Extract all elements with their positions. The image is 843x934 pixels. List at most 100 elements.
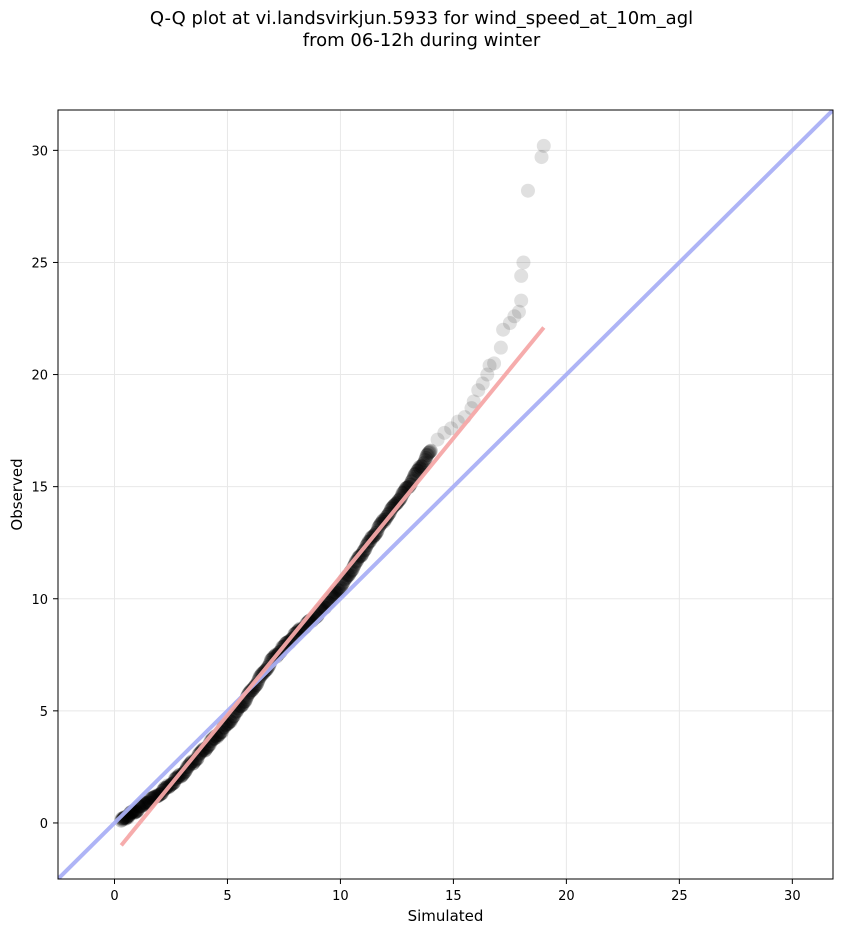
y-tick-label: 30 [31, 144, 48, 159]
x-tick-label: 20 [558, 889, 575, 904]
data-point [355, 547, 370, 562]
data-point [353, 549, 368, 564]
x-tick-label: 0 [110, 889, 118, 904]
data-point [333, 581, 348, 596]
data-point [520, 183, 535, 198]
data-point [444, 421, 459, 436]
chart-title: Q-Q plot at vi.landsvirkjun.5933 for win… [0, 8, 843, 52]
y-tick-label: 0 [40, 817, 48, 832]
data-point [134, 798, 149, 813]
data-point [392, 493, 407, 508]
x-tick-label: 10 [332, 889, 349, 904]
data-point [493, 340, 508, 355]
y-tick-label: 15 [31, 481, 48, 496]
data-point [414, 459, 429, 474]
data-point [178, 764, 193, 779]
data-point [176, 765, 191, 780]
data-point [471, 383, 486, 398]
fit-line [119, 326, 546, 847]
data-point [130, 804, 145, 819]
x-tick-label: 30 [784, 889, 801, 904]
data-point [418, 450, 433, 465]
data-point [420, 447, 435, 462]
data-point [496, 322, 511, 337]
x-tick-label: 15 [445, 889, 462, 904]
data-point [390, 495, 405, 510]
y-axis-label: Observed [8, 458, 26, 530]
chart-title-line-1: Q-Q plot at vi.landsvirkjun.5933 for win… [149, 8, 694, 29]
y-tick-label: 25 [31, 256, 48, 271]
data-point [416, 456, 431, 471]
data-point [242, 685, 257, 700]
data-point [430, 432, 445, 447]
identity-line [58, 110, 833, 879]
data-point [450, 414, 465, 429]
data-point [507, 309, 522, 324]
data-point [514, 293, 529, 308]
data-point [376, 513, 391, 528]
plot-frame [57, 109, 834, 880]
data-point [423, 444, 438, 459]
y-tick-label: 5 [40, 705, 48, 720]
x-axis-label: Simulated [408, 907, 484, 925]
data-point [418, 453, 433, 468]
data-point [411, 462, 426, 477]
chart-title-line-2: from 06-12h during winter [302, 30, 541, 51]
data-point [130, 802, 145, 817]
data-point [191, 748, 206, 763]
data-point [422, 445, 437, 460]
data-point [115, 811, 130, 826]
x-tick-label: 25 [671, 889, 688, 904]
data-point [417, 455, 432, 470]
data-point [511, 304, 526, 319]
data-point [157, 781, 172, 796]
data-point [475, 376, 490, 391]
data-point [331, 583, 346, 598]
data-point [482, 358, 497, 373]
data-point [514, 268, 529, 283]
data-point [410, 463, 425, 478]
y-tick-label: 10 [31, 593, 48, 608]
data-point [138, 796, 153, 811]
data-point [502, 315, 517, 330]
data-point [437, 425, 452, 440]
data-point [138, 797, 153, 812]
data-point [389, 497, 404, 512]
data-point [114, 811, 129, 826]
data-point [174, 768, 189, 783]
data-point [410, 463, 425, 478]
data-point [480, 367, 495, 382]
data-point [393, 492, 408, 507]
data-point [176, 766, 191, 781]
data-point [194, 744, 209, 759]
data-point [423, 443, 438, 458]
data-point [536, 138, 551, 153]
data-point [534, 150, 549, 165]
data-point [466, 394, 481, 409]
x-tick-label: 5 [223, 889, 231, 904]
data-point [129, 804, 144, 819]
data-point [177, 765, 192, 780]
data-point [151, 788, 166, 803]
plot-content [58, 110, 833, 879]
data-point [487, 356, 502, 371]
data-point [331, 583, 346, 598]
data-point [419, 448, 434, 463]
data-point [516, 255, 531, 270]
data-point [354, 548, 369, 563]
data-point [193, 745, 208, 760]
data-point [195, 742, 210, 757]
data-point [173, 769, 188, 784]
data-point [350, 553, 365, 568]
data-point [243, 685, 258, 700]
data-point [421, 446, 436, 461]
data-point [243, 683, 258, 698]
data-point [412, 460, 427, 475]
y-tick-label: 20 [31, 369, 48, 384]
data-point [334, 580, 349, 595]
data-point [241, 686, 256, 701]
data-point [389, 495, 404, 510]
data-point [127, 805, 142, 820]
